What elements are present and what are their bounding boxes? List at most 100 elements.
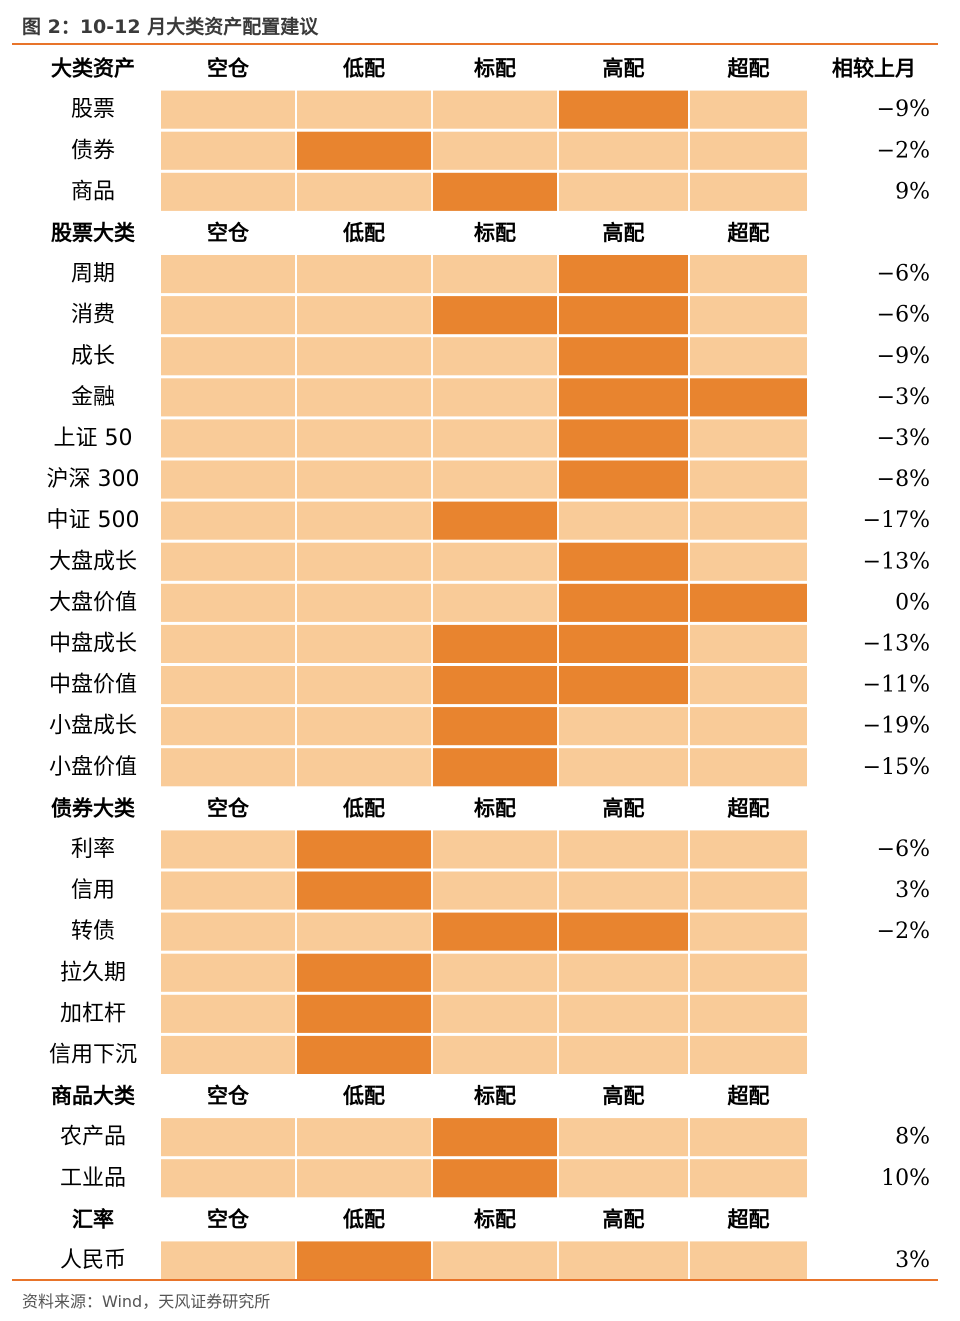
row-label: 利率 xyxy=(71,837,115,862)
allocation-cell xyxy=(690,1241,807,1280)
allocation-cell xyxy=(297,912,431,951)
allocation-cell-selected xyxy=(297,994,431,1033)
allocation-cell xyxy=(433,1035,557,1074)
allocation-cell xyxy=(433,542,557,581)
allocation-cell xyxy=(161,90,295,129)
row-label: 成长 xyxy=(71,344,115,369)
column-header: 空仓 xyxy=(207,221,250,245)
change-value: −2% xyxy=(877,138,930,163)
row-label: 转债 xyxy=(71,919,115,944)
allocation-cell xyxy=(559,1118,688,1157)
allocation-cell xyxy=(690,90,807,129)
change-value: −2% xyxy=(877,919,930,944)
allocation-cell xyxy=(559,501,688,540)
allocation-cell xyxy=(690,624,807,663)
source-note: 资料来源：Wind，天风证券研究所 xyxy=(22,1292,271,1311)
allocation-cell-selected xyxy=(690,378,807,417)
allocation-cell xyxy=(690,666,807,705)
allocation-cell xyxy=(690,1035,807,1074)
row-label: 信用 xyxy=(71,878,115,903)
allocation-cell xyxy=(433,953,557,992)
column-header: 标配 xyxy=(474,221,516,245)
allocation-cell xyxy=(161,419,295,458)
allocation-cell xyxy=(161,912,295,951)
column-header: 低配 xyxy=(342,221,385,245)
allocation-cell xyxy=(690,501,807,540)
allocation-cell xyxy=(297,624,431,663)
allocation-cell xyxy=(559,131,688,170)
allocation-cell xyxy=(690,912,807,951)
allocation-cell xyxy=(161,460,295,499)
allocation-cell xyxy=(690,871,807,910)
allocation-cell-selected xyxy=(559,624,688,663)
allocation-cell-selected xyxy=(433,172,557,211)
allocation-cell xyxy=(161,131,295,170)
change-value: −13% xyxy=(863,631,930,656)
allocation-cell xyxy=(433,994,557,1033)
allocation-cell xyxy=(559,1159,688,1198)
change-value: 8% xyxy=(895,1125,930,1150)
allocation-cell xyxy=(161,542,295,581)
row-label: 小盘成长 xyxy=(49,714,137,739)
allocation-cell-selected xyxy=(559,912,688,951)
allocation-cell-selected xyxy=(559,296,688,335)
column-header: 高配 xyxy=(603,796,645,820)
allocation-cell xyxy=(161,255,295,294)
change-value: −9% xyxy=(877,344,930,369)
allocation-cell xyxy=(161,624,295,663)
row-label: 小盘价值 xyxy=(49,755,137,780)
allocation-cell xyxy=(433,460,557,499)
allocation-cell xyxy=(690,707,807,746)
allocation-cell xyxy=(690,131,807,170)
allocation-cell xyxy=(161,337,295,376)
change-value: −6% xyxy=(877,262,930,287)
allocation-cell-selected xyxy=(559,460,688,499)
row-label: 大盘成长 xyxy=(49,549,137,574)
row-label: 中盘成长 xyxy=(49,631,137,656)
allocation-cell xyxy=(161,707,295,746)
column-header: 低配 xyxy=(342,1084,385,1108)
allocation-cell xyxy=(297,172,431,211)
column-header: 空仓 xyxy=(207,1207,250,1231)
column-header: 标配 xyxy=(474,1084,516,1108)
allocation-cell-selected xyxy=(433,501,557,540)
allocation-cell xyxy=(433,378,557,417)
allocation-cell xyxy=(161,172,295,211)
column-header: 超配 xyxy=(728,796,770,820)
row-label: 股票 xyxy=(71,97,115,122)
allocation-cell xyxy=(297,501,431,540)
column-header: 空仓 xyxy=(207,796,250,820)
allocation-cell xyxy=(297,419,431,458)
allocation-cell xyxy=(690,337,807,376)
change-value: −15% xyxy=(863,755,930,780)
allocation-cell-selected xyxy=(433,1118,557,1157)
allocation-cell xyxy=(161,748,295,787)
allocation-cell xyxy=(559,1035,688,1074)
allocation-cell xyxy=(161,1035,295,1074)
row-label: 中盘价值 xyxy=(49,673,137,698)
allocation-cell xyxy=(297,748,431,787)
change-value: 0% xyxy=(895,590,930,615)
allocation-cell xyxy=(297,296,431,335)
allocation-cell-selected xyxy=(559,337,688,376)
column-header: 标配 xyxy=(474,57,516,81)
allocation-cell xyxy=(690,419,807,458)
column-header: 低配 xyxy=(342,1207,385,1231)
allocation-cell-selected xyxy=(559,583,688,622)
allocation-cell xyxy=(433,419,557,458)
allocation-cell-selected xyxy=(433,624,557,663)
allocation-cell xyxy=(690,953,807,992)
column-header: 超配 xyxy=(728,57,770,81)
section-header: 商品大类 xyxy=(51,1084,136,1108)
row-label: 商品 xyxy=(71,179,115,204)
change-value: −3% xyxy=(877,426,930,451)
allocation-cell xyxy=(297,666,431,705)
allocation-cell xyxy=(161,666,295,705)
section-header: 债券大类 xyxy=(51,796,136,820)
column-header: 高配 xyxy=(603,1207,645,1231)
allocation-cell xyxy=(690,994,807,1033)
column-header: 高配 xyxy=(603,57,645,81)
allocation-cell xyxy=(559,1241,688,1280)
row-label: 农产品 xyxy=(60,1125,126,1150)
column-header: 超配 xyxy=(728,1084,770,1108)
